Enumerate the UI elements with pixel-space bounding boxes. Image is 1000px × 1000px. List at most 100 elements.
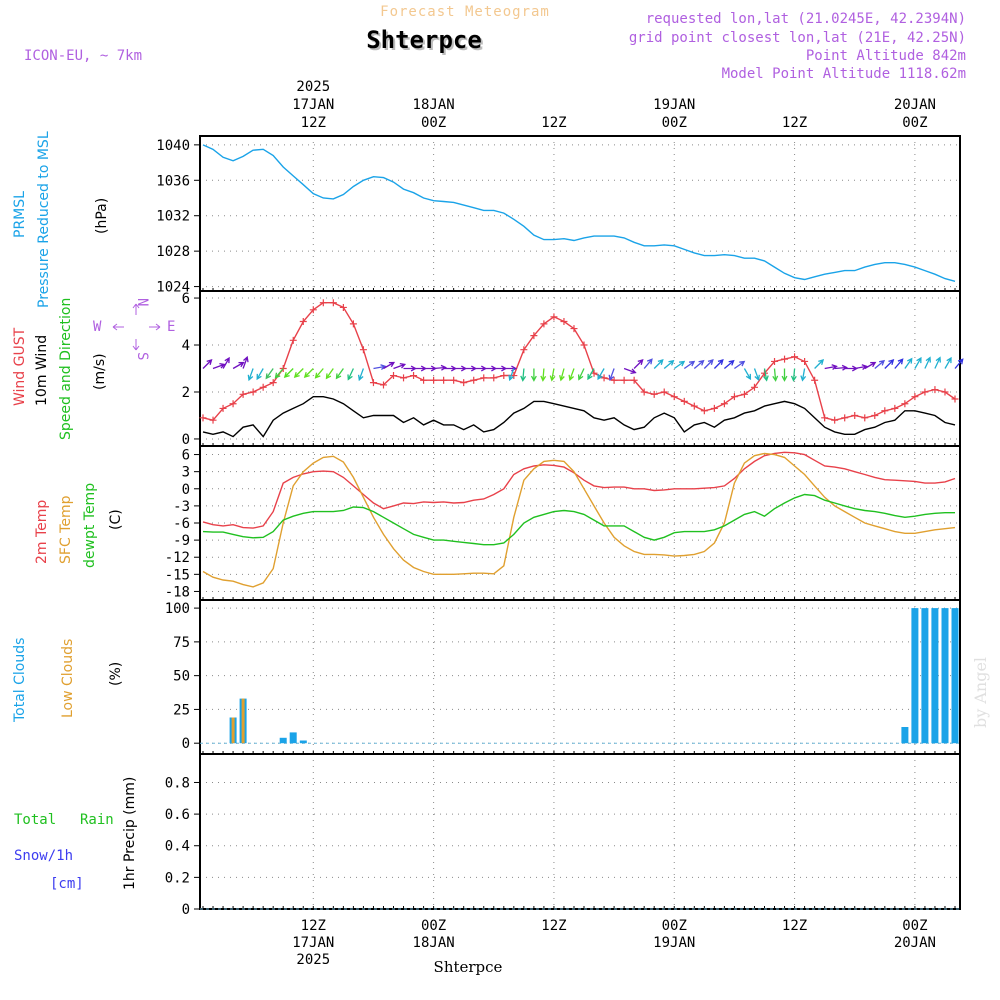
label-ms: (m/s) <box>92 353 108 390</box>
wind-direction-arrow <box>608 368 615 382</box>
label-total-clouds: Total Clouds <box>12 638 28 723</box>
grid-point-coords: grid point closest lon,lat (21E, 42.25N) <box>629 30 966 46</box>
y-tick-label: -18 <box>165 584 190 600</box>
gust-marker <box>620 376 628 384</box>
gust-marker <box>921 388 929 396</box>
gust-marker <box>740 390 748 398</box>
bar-total <box>279 737 287 744</box>
station-title: Shterpce <box>368 28 484 56</box>
label-dewpt-temp: dewpt Temp <box>82 483 98 568</box>
time-label: 12Z <box>301 115 326 131</box>
y-tick-label: 0.4 <box>165 839 190 855</box>
wind-direction-arrow <box>202 359 213 369</box>
gust-marker <box>279 365 287 372</box>
pressure-panel: 1024 1028 1032 1036 1040 <box>156 135 961 296</box>
gust-marker <box>570 325 578 333</box>
wind-direction-arrow <box>256 368 264 381</box>
label-celsius: (C) <box>108 509 124 530</box>
bar-total <box>941 608 949 744</box>
watermark: by Angel <box>971 657 990 728</box>
bar-total <box>931 608 939 744</box>
wind-direction-arrow <box>520 368 527 382</box>
wind-direction-arrow <box>800 368 807 382</box>
gust-marker <box>630 376 638 384</box>
gust-marker <box>500 372 508 380</box>
gust-marker <box>530 332 538 340</box>
label-sfc-temp: SFC Temp <box>58 495 74 564</box>
time-label: 00Z <box>421 115 446 131</box>
wind-direction-arrow <box>383 361 396 370</box>
y-tick-label: 1024 <box>156 280 190 296</box>
station-title: Shterpce <box>366 26 482 54</box>
gust-marker <box>801 357 809 365</box>
label-2m-temp: 2m Temp <box>34 500 50 564</box>
gust-marker <box>911 393 919 401</box>
label-snow: Snow/1h <box>14 848 73 864</box>
gust-marker <box>750 383 758 391</box>
gust-marker <box>901 400 909 408</box>
wind-direction-arrow <box>247 368 254 382</box>
label-wind-gust: Wind GUST <box>12 327 28 406</box>
time-label: 20JAN <box>894 97 936 113</box>
gust-marker <box>229 400 237 408</box>
gust-marker <box>269 379 277 387</box>
gust-marker <box>359 346 367 354</box>
top-time-axis: 2025 17JAN 12Z 18JAN 00Z 12Z 19JAN 00Z 12Z 20JAN 0… <box>292 79 936 131</box>
y-tick-label: -15 <box>165 567 190 583</box>
label-rain: Rain <box>80 812 114 828</box>
time-label: 18JAN <box>413 935 455 951</box>
gust-marker <box>700 407 708 415</box>
gust-marker <box>339 303 347 311</box>
wind-direction-arrow <box>904 357 913 369</box>
time-label: 12Z <box>541 115 566 131</box>
gust-marker <box>560 318 568 326</box>
time-label: 19JAN <box>653 935 695 951</box>
requested-coords: requested lon,lat (21.0245E, 42.2394N) <box>646 11 966 27</box>
wind-direction-arrow <box>568 368 575 382</box>
time-label: 17JAN <box>292 935 334 951</box>
label-percent: (%) <box>108 662 124 686</box>
gust-marker <box>420 376 428 384</box>
y-tick-label: 1040 <box>156 138 190 154</box>
time-label: 12Z <box>541 918 566 934</box>
time-label: 18JAN <box>413 97 455 113</box>
gust-marker <box>811 376 819 384</box>
compass-west: W <box>93 319 102 335</box>
precip-panel: 0 0.2 0.4 0.6 0.8 <box>165 753 961 918</box>
gust-marker <box>349 320 357 328</box>
gust-marker <box>329 299 337 307</box>
wind-direction-arrow <box>790 368 797 382</box>
wind-direction-arrow <box>508 368 515 382</box>
wind-direction-arrow <box>924 356 931 369</box>
wind-direction-arrow <box>824 364 838 371</box>
wind-direction-arrow <box>884 359 895 369</box>
wind-direction-arrow <box>723 359 735 369</box>
gust-marker <box>831 416 839 424</box>
gust-marker <box>690 402 698 410</box>
time-label: 00Z <box>902 918 927 934</box>
series-line-dewpt-temp <box>202 493 955 546</box>
wind-direction-arrow <box>772 368 779 382</box>
label-prmsl: PRMSL <box>12 191 28 238</box>
y-tick-label: 4 <box>182 338 190 354</box>
gust-marker <box>841 414 849 422</box>
y-tick-label: 75 <box>173 635 190 651</box>
y-tick-label: 3 <box>182 465 190 481</box>
gust-marker <box>891 404 899 412</box>
y-tick-label: 1036 <box>156 173 190 189</box>
wind-direction-arrow <box>433 364 447 371</box>
y-tick-label: 0.2 <box>165 870 190 886</box>
wind-direction-arrow <box>577 368 585 381</box>
gust-marker <box>861 414 869 422</box>
gust-marker <box>610 376 618 384</box>
wind-direction-arrow <box>944 356 952 369</box>
wind-direction-arrow <box>703 359 714 369</box>
wind-direction-arrow <box>864 361 877 370</box>
gust-marker <box>450 376 458 384</box>
gust-marker <box>490 374 498 382</box>
wind-direction-arrow <box>633 359 644 369</box>
time-label: 00Z <box>662 115 687 131</box>
wind-direction-arrow <box>914 356 922 369</box>
wind-direction-arrow <box>373 364 387 371</box>
gust-marker <box>650 390 658 398</box>
